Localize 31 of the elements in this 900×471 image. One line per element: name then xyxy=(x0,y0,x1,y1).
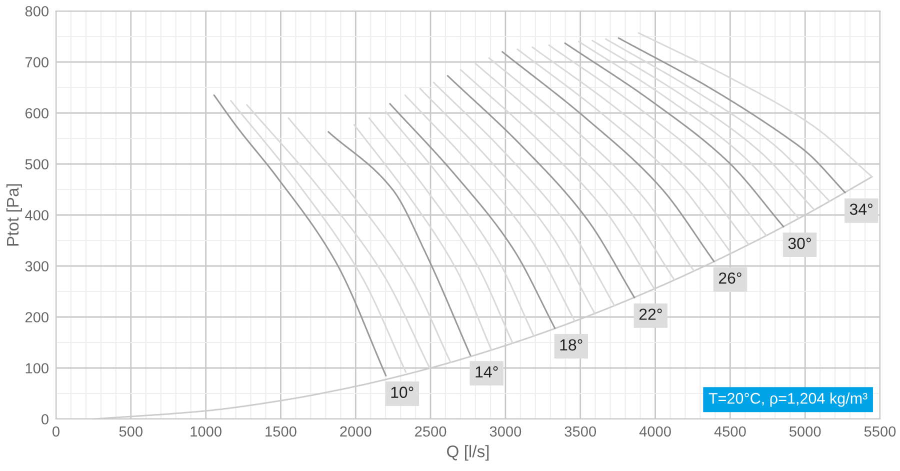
annotation: T=20°C, ρ=1,204 kg/m³ xyxy=(708,392,868,407)
y-tick-label: 400 xyxy=(25,210,48,220)
x-tick-label: 5500 xyxy=(864,426,896,437)
series-label: 34° xyxy=(850,204,872,215)
series-label: 22° xyxy=(639,308,662,320)
y-axis-title: Ptot [Pa] xyxy=(6,184,22,246)
y-tick-label: 100 xyxy=(26,363,48,374)
series-label: 30° xyxy=(788,238,811,250)
x-tick-label: 5000 xyxy=(789,426,821,437)
y-tick-label: 600 xyxy=(25,108,48,118)
x-tick-label: 3500 xyxy=(564,426,596,437)
x-tick-label: 1000 xyxy=(190,426,222,437)
y-tick-label: 300 xyxy=(25,261,48,272)
y-tick-label: 200 xyxy=(25,312,48,322)
x-tick-label: 4500 xyxy=(714,426,746,437)
y-tick-label: 700 xyxy=(25,57,48,68)
series-label: 10° xyxy=(391,386,414,398)
x-tick-label: 4000 xyxy=(639,426,671,437)
x-tick-label: 2000 xyxy=(340,426,372,437)
series-label: 26° xyxy=(718,272,742,284)
x-axis-title: Q [l/s] xyxy=(447,445,489,461)
x-tick-label: 2500 xyxy=(415,426,446,437)
y-tick-label: 800 xyxy=(25,6,48,16)
x-tick-label: 500 xyxy=(119,426,143,437)
x-tick-label: 0 xyxy=(52,426,60,437)
y-tick-label: 500 xyxy=(25,159,48,170)
x-tick-label: 1500 xyxy=(266,426,296,437)
y-tick-label: 0 xyxy=(42,414,48,424)
series-label: 14° xyxy=(476,366,498,378)
series-label: 18° xyxy=(560,339,582,351)
x-tick-label: 3000 xyxy=(490,426,522,437)
